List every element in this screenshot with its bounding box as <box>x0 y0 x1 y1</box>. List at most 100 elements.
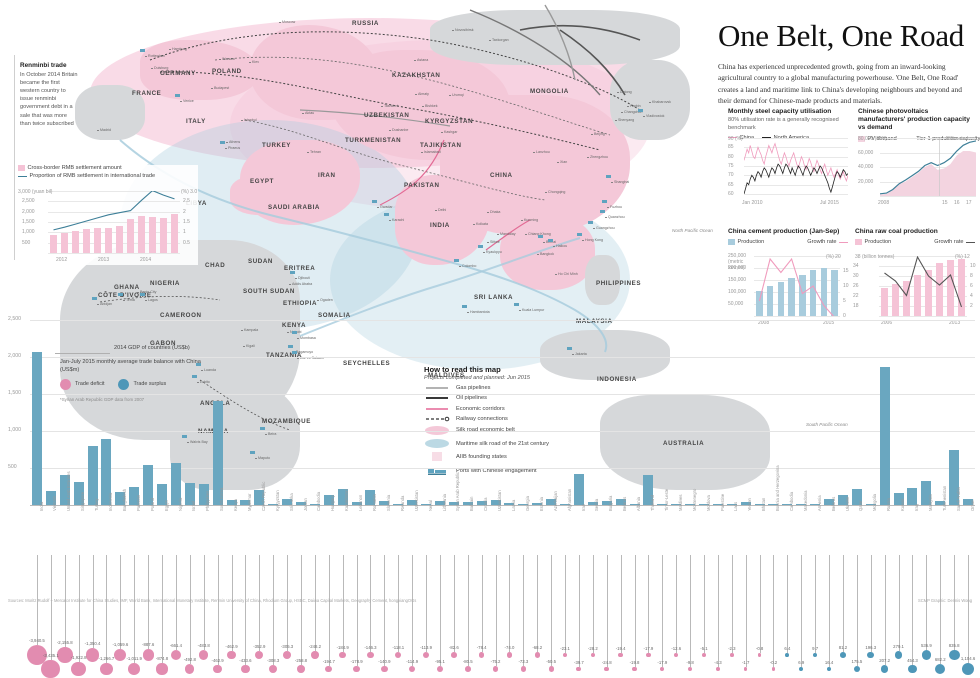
trade-deficit-dot <box>86 648 100 662</box>
gdp-country-label: Bangladesh <box>121 488 127 511</box>
trade-deficit-dot <box>702 653 706 657</box>
line-swatch-icon <box>762 137 772 139</box>
map-port-marker <box>196 363 201 366</box>
y-tick: 65 <box>728 181 734 188</box>
gdp-trade-balance-value: -1,011.9 <box>126 656 142 662</box>
chart-legend: Production Growth rate <box>855 239 975 246</box>
gdp-leader-line <box>467 555 469 667</box>
chart-subtitle: 80% utilisation rate is a generally reco… <box>728 117 839 131</box>
gdp-leader-line <box>300 555 302 666</box>
trade-surplus-dot <box>853 665 861 673</box>
chart-gridline <box>48 222 180 223</box>
chart-gridline <box>754 316 840 317</box>
gdp-bar <box>601 500 612 505</box>
trade-deficit-dot <box>170 649 181 661</box>
gdp-leader-line <box>926 555 928 651</box>
map-city-dot <box>449 94 451 97</box>
legend-label: Trade deficit <box>75 381 105 388</box>
gdp-leader-line <box>273 555 274 666</box>
gdp-country-label: Bahrain <box>469 496 475 511</box>
y2-tick: 5 <box>843 298 846 304</box>
aiib-icon <box>424 452 450 462</box>
gdp-country-label: Nigeria <box>177 497 183 511</box>
map-city-dot <box>643 115 645 118</box>
map-label-city: Lanzhou <box>536 150 550 154</box>
y-axis-label: 38 (billion tonnes) <box>855 254 895 260</box>
trade-deficit-dot <box>185 664 195 674</box>
map-label-city: Kunming <box>524 218 539 222</box>
trade-deficit-dot <box>590 652 596 658</box>
landmass-egypt <box>230 175 300 215</box>
chart-bar <box>936 263 943 316</box>
gdp-country-label: Oman <box>969 499 975 511</box>
map-label-city: Sittwe <box>490 240 500 244</box>
gdp-trade-balance-value: 454.3 <box>907 657 918 663</box>
gdp-country-label: Thailand <box>650 494 656 511</box>
gdp-trade-balance-value: -4.3 <box>714 660 722 666</box>
bar-swatch-icon <box>728 239 735 246</box>
gdp-leader-line <box>940 555 941 664</box>
chart-gridline <box>879 316 967 317</box>
chart-svg <box>744 142 848 194</box>
x-tick-16: 16 <box>954 200 960 206</box>
gdp-trade-balance-value: -433.6 <box>239 657 252 663</box>
trade-surplus-dot <box>840 652 846 658</box>
gdp-country-label: Saudi Arabia <box>955 487 961 511</box>
gdp-bar <box>226 500 237 505</box>
chart-bar <box>105 227 112 253</box>
railway-icon <box>424 416 450 422</box>
gdp-trade-balance-value: -352.9 <box>253 643 266 649</box>
legend-label: AIIB founding states <box>456 453 507 460</box>
trade-deficit-dot <box>534 652 540 658</box>
map-label-city: Luanda <box>204 368 216 372</box>
line-swatch-icon <box>839 241 848 243</box>
gdp-y-tick: 1,000 <box>8 427 21 433</box>
chart-bar <box>958 258 965 316</box>
map-label-country: TANZANIA <box>266 352 302 359</box>
map-label-city: Ho Chi Minh <box>558 272 578 276</box>
gdp-country-label: Moldova <box>705 495 711 511</box>
gdp-country-label: Israel <box>191 500 197 511</box>
gdp-leader-line <box>398 555 399 652</box>
gdp-country-label: Armenia <box>816 495 822 511</box>
gdp-country-label: Nepal <box>427 500 433 511</box>
gdp-country-label: Montenegro <box>691 488 697 511</box>
chart-plot: 50,000 100,000 150,000 200,000 0 5 10 15 <box>728 256 849 319</box>
trade-deficit-dot <box>339 651 347 659</box>
trade-surplus-dot <box>894 651 903 659</box>
legend-item-north-america: North America <box>762 135 809 141</box>
legend-label: Cross-border RMB settlement amount <box>27 165 122 171</box>
gdp-country-label: Mongolia <box>872 494 878 511</box>
y-tick: 30 <box>853 273 859 279</box>
gdp-bar <box>157 483 168 505</box>
legend-row-oil-pipeline: Oil pipelines <box>424 395 624 401</box>
map-label-city: Budapest <box>214 86 230 90</box>
map-label-city: Urumqi <box>452 93 464 97</box>
y-tick: 22 <box>853 293 859 299</box>
chart-gridline <box>744 175 848 177</box>
map-city-dot <box>415 93 417 96</box>
map-city-dot <box>441 131 443 134</box>
gdp-trade-balance-value: -146.3 <box>364 644 377 650</box>
gdp-bar <box>170 462 181 505</box>
y2-axis-label: (%) 12 <box>955 254 970 260</box>
legend-label: Ports with Chinese engagement <box>456 467 537 474</box>
trade-deficit-dot <box>757 653 762 657</box>
gdp-bar <box>671 504 682 505</box>
trade-deficit-dot <box>562 652 568 658</box>
map-label-city: Lobito <box>200 380 210 384</box>
gdp-country-label: Lebanon <box>358 494 364 511</box>
gdp-leader-line <box>662 555 663 667</box>
map-label-city: Duisburg <box>154 66 169 70</box>
y-tick: 500 <box>22 239 31 246</box>
gdp-country-label: Serbia <box>594 498 600 511</box>
gdp-trade-balance-value: -24.8 <box>601 659 612 665</box>
gdp-trade-balance-value: -1,922.8 <box>70 654 87 660</box>
y-tick: 34 <box>853 263 859 269</box>
map-label-country: CHINA <box>490 172 513 179</box>
trade-deficit-dot <box>674 652 679 658</box>
gdp-leader-line <box>565 555 566 653</box>
page-subtitle: China has experienced unprecedented grow… <box>718 62 962 106</box>
map-label-country: EGYPT <box>250 178 274 185</box>
trade-deficit-dot <box>548 666 554 672</box>
